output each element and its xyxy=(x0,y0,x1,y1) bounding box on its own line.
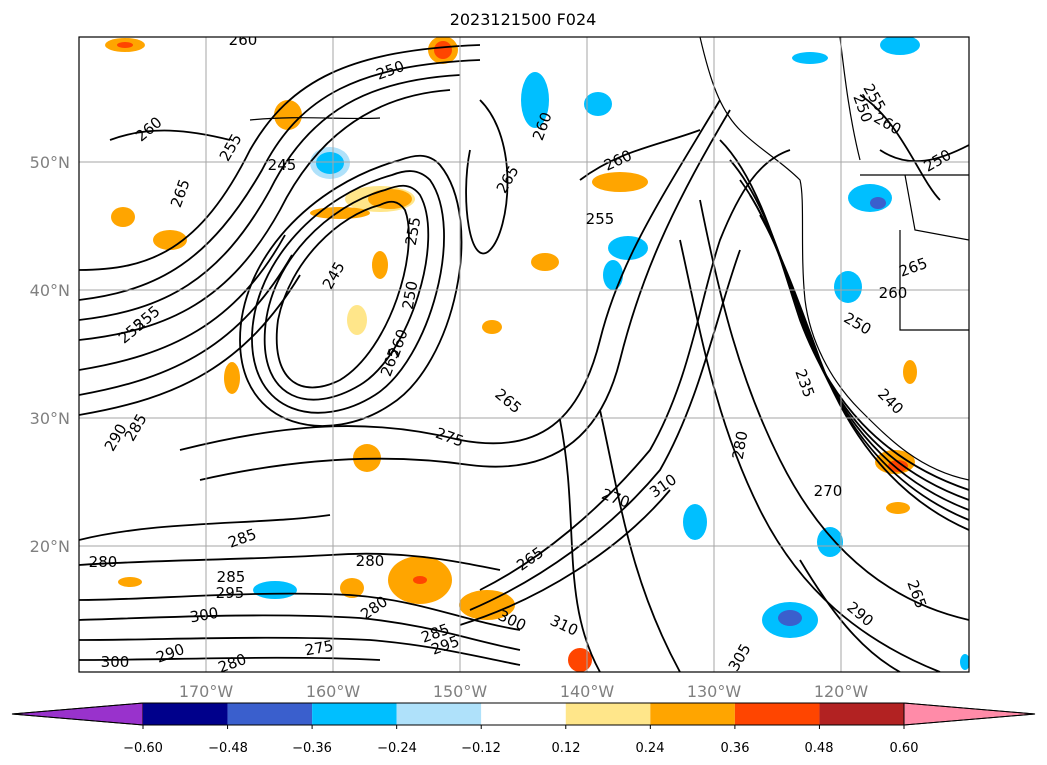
colorbar-segment xyxy=(143,703,228,725)
colorbar-tick-label: 0.12 xyxy=(552,741,581,756)
contour-label: 280 xyxy=(356,552,385,570)
colorbar-segment xyxy=(396,703,482,725)
contour-label: 250 xyxy=(399,279,422,310)
contour-label: 255 xyxy=(586,210,615,228)
lat-labels: 50°N 40°N 30°N 20°N xyxy=(30,153,70,556)
lon-labels: 170°W 160°W 150°W 140°W 130°W 120°W xyxy=(179,682,869,701)
colorbar-tick-label: −0.60 xyxy=(123,741,163,756)
contour-label: 300 xyxy=(188,604,219,627)
colorbar-tick-label: −0.48 xyxy=(208,741,248,756)
colorbar-tick-label: −0.12 xyxy=(461,741,501,756)
coastlines xyxy=(249,37,969,481)
colorbar xyxy=(11,702,1036,729)
contour-label: 300 xyxy=(101,653,130,671)
contour-label: 255 xyxy=(402,215,425,246)
colorbar-extend-high xyxy=(903,702,1036,726)
graticule xyxy=(79,37,969,672)
contour-label: 275 xyxy=(303,637,334,660)
lon-label: 120°W xyxy=(814,682,869,701)
contour-label: 260 xyxy=(879,284,908,302)
contour-label: 245 xyxy=(268,156,297,174)
contour-lines xyxy=(79,44,969,672)
colorbar-tick-label: −0.24 xyxy=(377,741,417,756)
colorbar-ticks: −0.60 −0.48 −0.36 −0.24 −0.12 0.12 0.24 … xyxy=(123,741,918,756)
lon-label: 150°W xyxy=(433,682,488,701)
colorbar-segment xyxy=(565,703,651,725)
colorbar-tick-label: −0.36 xyxy=(292,741,332,756)
colorbar-segment xyxy=(312,703,397,725)
map-panel: 260 250 260 255 245 265 265 260 260 255 … xyxy=(78,31,970,673)
lat-label: 20°N xyxy=(30,537,70,556)
colorbar-segment xyxy=(734,703,820,725)
lat-label: 50°N xyxy=(30,153,70,172)
colorbar-extend-low xyxy=(11,702,144,726)
lon-label: 170°W xyxy=(179,682,234,701)
colorbar-tick-label: 0.48 xyxy=(805,741,834,756)
contour-label: 285 xyxy=(217,568,246,586)
contour-label: 280 xyxy=(89,553,118,571)
lon-label: 130°W xyxy=(687,682,742,701)
colorbar-tick-label: 0.36 xyxy=(721,741,750,756)
lat-label: 30°N xyxy=(30,409,70,428)
contour-label: 280 xyxy=(729,429,752,460)
colorbar-segment xyxy=(481,703,566,725)
colorbar-segment xyxy=(819,703,904,725)
colorbar-segment xyxy=(227,703,313,725)
map-title: 2023121500 F024 xyxy=(450,10,597,29)
colorbar-tick-label: 0.24 xyxy=(636,741,665,756)
lat-label: 40°N xyxy=(30,281,70,300)
colorbar-segment xyxy=(650,703,735,725)
colorbar-tick-label: 0.60 xyxy=(890,741,919,756)
lon-label: 160°W xyxy=(306,682,361,701)
contour-label: 260 xyxy=(229,31,258,49)
lon-label: 140°W xyxy=(560,682,615,701)
contour-label: 270 xyxy=(814,482,843,500)
contour-label: 295 xyxy=(216,584,245,602)
